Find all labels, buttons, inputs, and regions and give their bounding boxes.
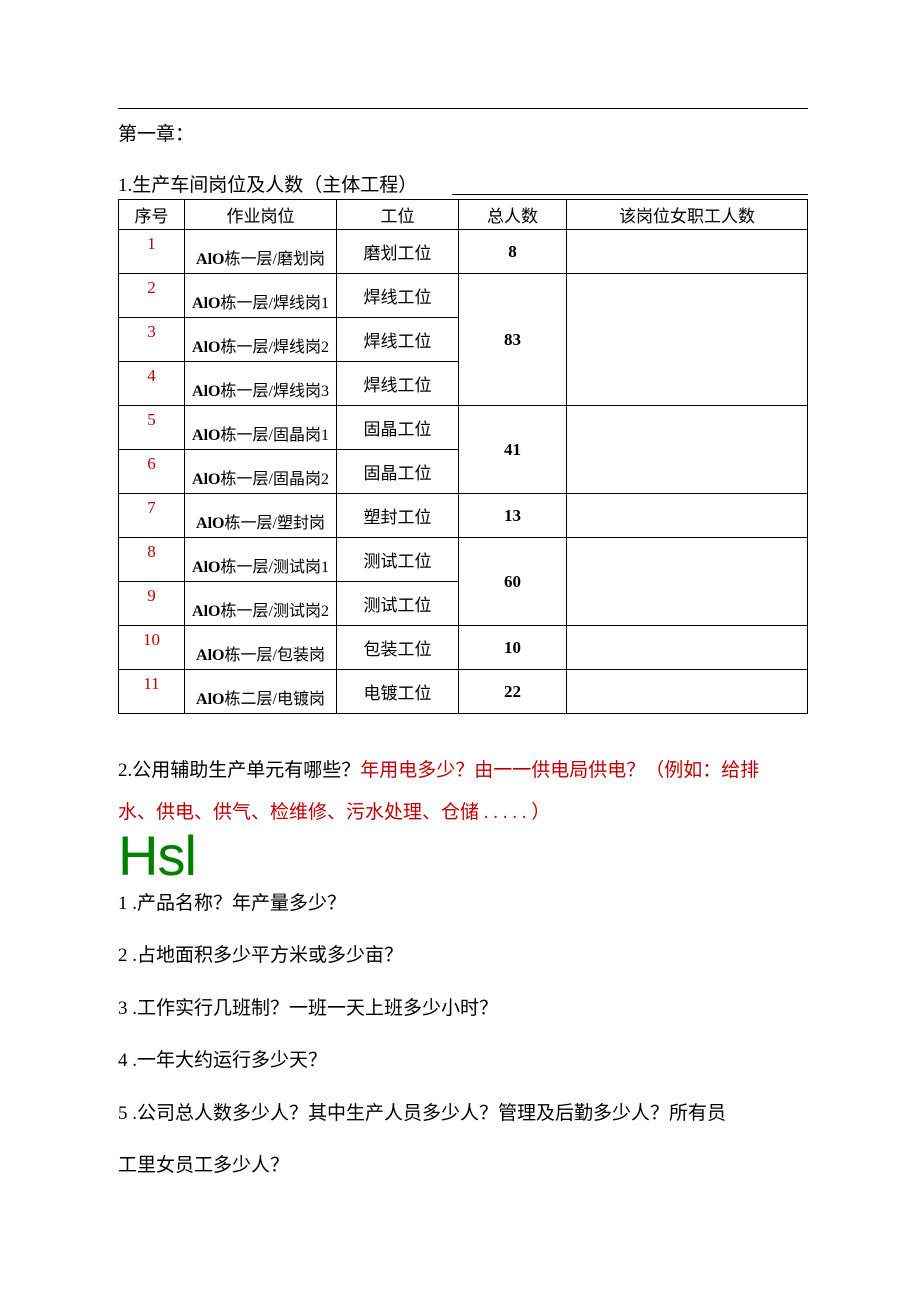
cell-job: AlO栋一层/塑封岗 [185,494,337,538]
cell-female [567,274,808,406]
cell-job: AlO栋一层/测试岗1 [185,538,337,582]
cell-position: 固晶工位 [337,406,459,450]
cell-total: 41 [459,406,567,494]
table-row: 11AlO栋二层/电镀岗电镀工位22 [119,670,808,714]
chapter-heading: 第一章： [118,119,808,146]
cell-position: 焊线工位 [337,362,459,406]
cell-female [567,406,808,494]
cell-total: 10 [459,626,567,670]
table-row: 5AlO栋一层/固晶岗1固晶工位41 [119,406,808,450]
cell-total: 22 [459,670,567,714]
cell-job: AlO栋一层/焊线岗3 [185,362,337,406]
th-job: 作业岗位 [185,200,337,230]
cell-position: 包装工位 [337,626,459,670]
list-item: 5 .公司总人数多少人？其中生产人员多少人？管理及后勤多少人？所有员 [118,1100,808,1129]
cell-position: 固晶工位 [337,450,459,494]
table-row: 2AlO栋一层/焊线岗1焊线工位83 [119,274,808,318]
cell-female [567,538,808,626]
cell-total: 8 [459,230,567,274]
th-female: 该岗位女职工人数 [567,200,808,230]
cell-index: 3 [119,318,185,362]
table-row: 7AlO栋一层/塑封岗塑封工位13 [119,494,808,538]
cell-job: AlO栋一层/焊线岗2 [185,318,337,362]
cell-index: 6 [119,450,185,494]
list-item: 工里女员工多少人？ [118,1152,808,1181]
list-item: 3 .工作实行几班制？一班一天上班多少小时？ [118,995,808,1024]
cell-female [567,626,808,670]
th-pos: 工位 [337,200,459,230]
table-row: 8AlO栋一层/测试岗1测试工位60 [119,538,808,582]
list-item: 1 .产品名称？年产量多少？ [118,890,808,919]
cell-job: AlO栋一层/固晶岗1 [185,406,337,450]
cell-position: 塑封工位 [337,494,459,538]
q2-red-1: 年用电多少？由一一供电局供电？（例如：给排 [360,760,759,781]
question-2: 2.公用辅助生产单元有哪些？年用电多少？由一一供电局供电？（例如：给排 水、供电… [118,750,808,834]
page-rule [118,108,808,109]
hsl-text: Hsl [118,828,808,884]
cell-total: 83 [459,274,567,406]
cell-job: AlO栋一层/测试岗2 [185,582,337,626]
cell-job: AlO栋二层/电镀岗 [185,670,337,714]
cell-job: AlO栋一层/包装岗 [185,626,337,670]
cell-position: 测试工位 [337,538,459,582]
list-item: 4 .一年大约运行多少天？ [118,1047,808,1076]
cell-female [567,494,808,538]
cell-total: 60 [459,538,567,626]
cell-total: 13 [459,494,567,538]
cell-index: 10 [119,626,185,670]
section-1-title: 1.生产车间岗位及人数（主体工程） [118,170,808,197]
question-list: 1 .产品名称？年产量多少？ 2 .占地面积多少平方米或多少亩？ 3 .工作实行… [118,890,808,1181]
cell-index: 7 [119,494,185,538]
cell-index: 11 [119,670,185,714]
list-item: 2 .占地面积多少平方米或多少亩？ [118,942,808,971]
cell-job: AlO栋一层/磨划岗 [185,230,337,274]
section-1-title-text: 1.生产车间岗位及人数（主体工程） [118,175,417,196]
cell-index: 2 [119,274,185,318]
cell-index: 9 [119,582,185,626]
cell-position: 磨划工位 [337,230,459,274]
cell-index: 1 [119,230,185,274]
th-total: 总人数 [459,200,567,230]
q2-black: 2.公用辅助生产单元有哪些？ [118,760,360,781]
table-row: 1AlO栋一层/磨划岗磨划工位8 [119,230,808,274]
cell-female [567,230,808,274]
cell-index: 4 [119,362,185,406]
th-index: 序号 [119,200,185,230]
cell-position: 测试工位 [337,582,459,626]
cell-position: 焊线工位 [337,274,459,318]
posts-table: 序号 作业岗位 工位 总人数 该岗位女职工人数 1AlO栋一层/磨划岗磨划工位8… [118,199,808,714]
cell-index: 5 [119,406,185,450]
q2-red-2: 水、供电、供气、检维修、污水处理、仓储 . . . . . ） [118,802,550,823]
cell-job: AlO栋一层/焊线岗1 [185,274,337,318]
title-underline [452,194,808,195]
table-header-row: 序号 作业岗位 工位 总人数 该岗位女职工人数 [119,200,808,230]
cell-position: 焊线工位 [337,318,459,362]
cell-index: 8 [119,538,185,582]
cell-job: AlO栋一层/固晶岗2 [185,450,337,494]
cell-position: 电镀工位 [337,670,459,714]
cell-female [567,670,808,714]
table-row: 10AlO栋一层/包装岗包装工位10 [119,626,808,670]
